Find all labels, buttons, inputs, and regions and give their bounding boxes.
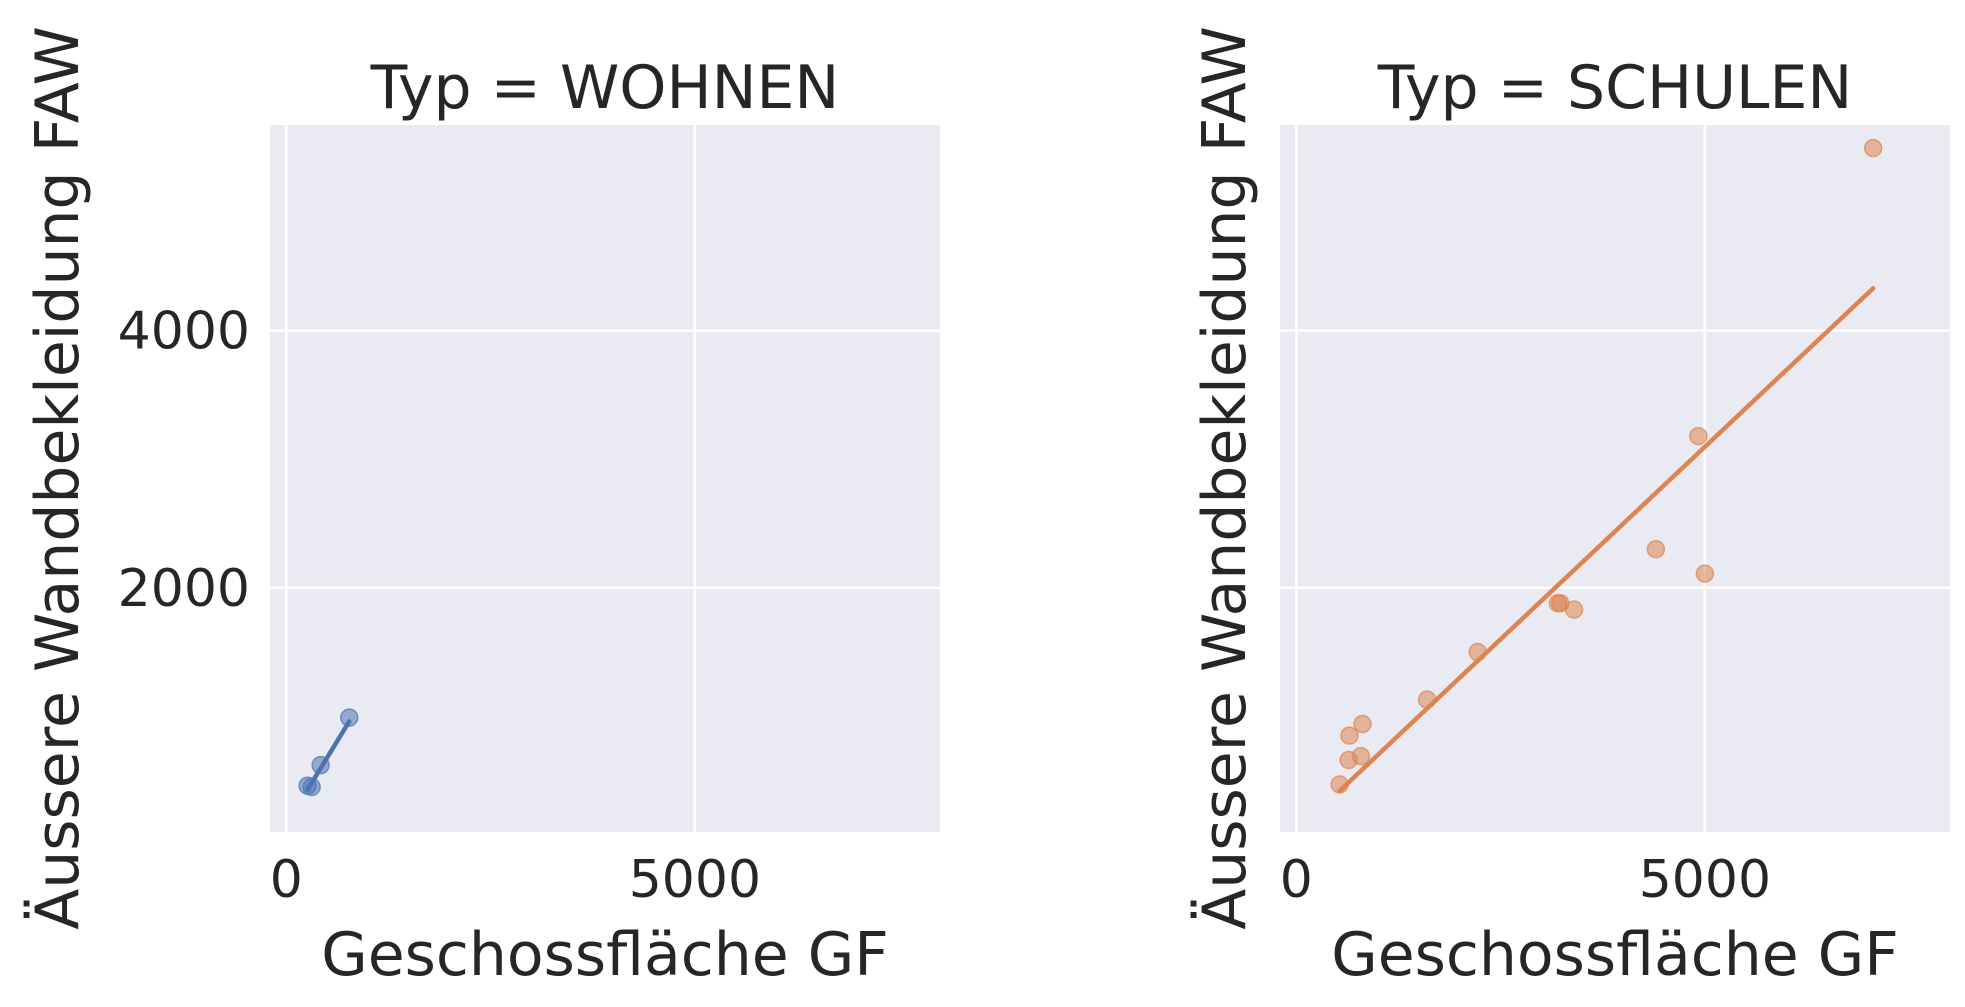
data-point	[1330, 775, 1349, 794]
chart-title-schulen: Typ = SCHULEN	[1377, 53, 1853, 123]
points-wohnen	[298, 708, 359, 797]
data-point	[1353, 714, 1372, 734]
grid-schulen	[1280, 125, 1950, 832]
ticks-schulen: 0 5000	[1280, 850, 1771, 910]
data-point	[1468, 642, 1487, 662]
data-point	[302, 777, 321, 797]
panel-schulen: 0 5000 Typ = SCHULEN Geschossfläche GF Äu…	[1189, 26, 1950, 990]
points-schulen	[1330, 138, 1883, 794]
data-point	[1340, 726, 1359, 745]
plot-area-wohnen	[270, 125, 940, 832]
x-tick-label: 0	[270, 850, 303, 910]
x-tick-label: 5000	[1639, 850, 1771, 910]
data-point	[1564, 600, 1584, 619]
y-axis-label-schulen: Äussere Wandbekleidung FAW	[1189, 26, 1260, 930]
y-axis-label-wohnen: Äussere Wandbekleidung FAW	[22, 26, 93, 930]
data-point	[340, 708, 359, 727]
plot-area-schulen	[1280, 125, 1950, 832]
data-point	[1695, 564, 1715, 583]
data-point	[1689, 426, 1708, 446]
data-point	[1863, 138, 1883, 158]
x-axis-label-schulen: Geschossfläche GF	[1331, 920, 1898, 990]
data-point	[1646, 539, 1666, 559]
data-point	[1417, 690, 1437, 709]
data-point	[311, 755, 330, 775]
ticks-wohnen: 0 5000 2000 4000	[118, 302, 761, 910]
grid-wohnen	[270, 125, 940, 832]
panel-wohnen: 0 5000 2000 4000 Typ = WOHNEN Geschossfläch…	[22, 26, 940, 990]
chart-title-wohnen: Typ = WOHNEN	[370, 53, 840, 123]
data-point	[1351, 746, 1371, 766]
x-tick-label: 5000	[629, 850, 761, 910]
x-tick-label: 0	[1280, 850, 1313, 910]
x-axis-label-wohnen: Geschossfläche GF	[321, 920, 888, 990]
y-tick-label: 4000	[118, 302, 250, 362]
y-tick-label: 2000	[118, 559, 250, 619]
